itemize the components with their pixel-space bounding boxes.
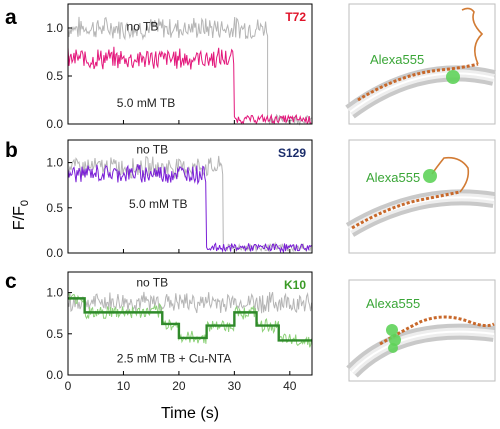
y-tick-label: 0.5 bbox=[46, 69, 63, 83]
mutant-tag: S129 bbox=[278, 146, 306, 160]
panel-c: c 0.0 0.5 1.0 0 10 20 30 40 no TB 2.5 mM TB + Cu-… bbox=[5, 270, 313, 393]
plot-border bbox=[67, 139, 313, 254]
plot-border bbox=[67, 271, 313, 376]
panel-a: a 0.0 0.5 1.0 no TB 5.0 mM TB T72 bbox=[5, 3, 313, 131]
annotation-control: no TB bbox=[136, 275, 168, 289]
y-tick-label: 0.0 bbox=[46, 246, 63, 260]
x-axis-label: Time (s) bbox=[161, 405, 219, 422]
x-tick-label: 40 bbox=[283, 379, 297, 393]
membrane-c bbox=[346, 323, 496, 378]
annotation-control: no TB bbox=[136, 143, 168, 157]
x-tick-label: 0 bbox=[65, 379, 72, 393]
mutant-tag: K10 bbox=[284, 278, 306, 292]
protein-helix-a bbox=[357, 62, 479, 102]
dye-c-3 bbox=[388, 343, 398, 353]
y-tick-label: 1.0 bbox=[46, 21, 63, 35]
series-no-tb bbox=[67, 16, 312, 126]
dye-c-1 bbox=[386, 324, 398, 336]
schematic-b: Alexa555 bbox=[345, 139, 496, 254]
plot-c: 0.0 0.5 1.0 0 10 20 30 40 no TB 2.5 mM TB + Cu-NT… bbox=[46, 271, 313, 393]
schematic-a-label: Alexa555 bbox=[370, 52, 424, 67]
schematic-b-label: Alexa555 bbox=[366, 170, 420, 185]
panel-letter-b: b bbox=[5, 139, 18, 162]
panel-b: b 0.0 0.5 1.0 no TB 5.0 mM TB S129 bbox=[5, 139, 313, 260]
series-treated bbox=[67, 46, 312, 125]
schematic-c-label: Alexa555 bbox=[366, 296, 420, 311]
panel-letter-a: a bbox=[5, 6, 17, 29]
dye-a bbox=[446, 70, 460, 84]
protein-tail-b bbox=[431, 156, 470, 193]
dye-b bbox=[423, 169, 437, 183]
y-tick-label: 0.0 bbox=[46, 368, 63, 382]
schematic-c: Alexa555 bbox=[346, 279, 496, 382]
series-step-fit bbox=[68, 297, 312, 342]
y-tick-label: 1.0 bbox=[46, 156, 63, 170]
y-axis-label: F/F0 bbox=[11, 200, 31, 230]
protein-helix-c bbox=[379, 315, 495, 346]
protein-tail-a bbox=[461, 7, 484, 65]
y-tick-label: 0.5 bbox=[46, 327, 63, 341]
plot-frame bbox=[67, 139, 313, 254]
plot-b: 0.0 0.5 1.0 no TB 5.0 mM TB S129 bbox=[46, 139, 313, 260]
schematic-a: Alexa555 bbox=[345, 3, 496, 125]
annotation-treatment: 5.0 mM TB bbox=[129, 197, 187, 211]
annotation-treatment: 5.0 mM TB bbox=[117, 96, 175, 110]
y-tick-label: 0.0 bbox=[46, 117, 63, 131]
panel-letter-c: c bbox=[5, 270, 17, 293]
x-tick-label: 30 bbox=[228, 379, 242, 393]
series-treated bbox=[67, 164, 312, 254]
plot-a: 0.0 0.5 1.0 no TB 5.0 mM TB T72 bbox=[46, 3, 313, 131]
membrane-a bbox=[345, 65, 496, 119]
x-tick-label: 10 bbox=[117, 379, 131, 393]
y-tick-label: 1.0 bbox=[46, 286, 63, 300]
dye-c-2 bbox=[389, 334, 401, 346]
annotation-treatment: 2.5 mM TB + Cu-NTA bbox=[117, 352, 232, 366]
annotation-control: no TB bbox=[127, 19, 159, 33]
series-no-tb bbox=[67, 291, 313, 314]
series-treated bbox=[68, 293, 313, 348]
plot-border bbox=[67, 3, 313, 125]
x-tick-label: 20 bbox=[172, 379, 186, 393]
y-tick-label: 0.5 bbox=[46, 201, 63, 215]
protein-helix-b bbox=[351, 190, 461, 230]
mutant-tag: T72 bbox=[285, 10, 306, 24]
